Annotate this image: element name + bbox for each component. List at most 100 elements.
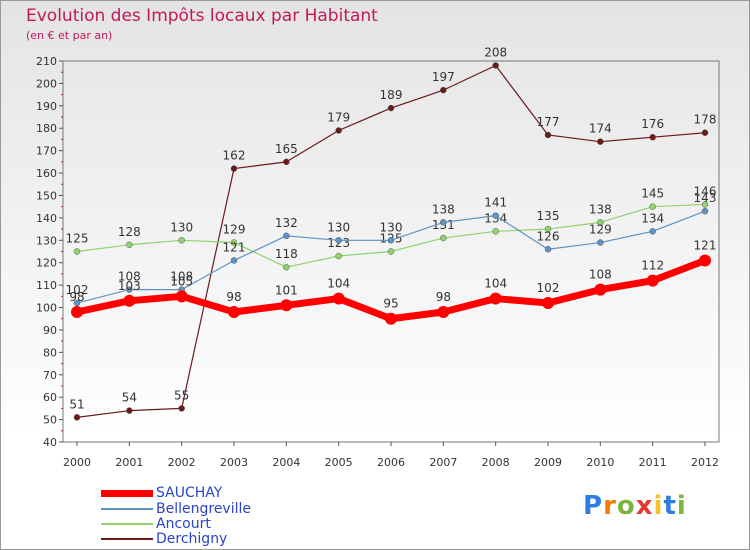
data-point-sauchay-2008 — [489, 292, 502, 305]
y-tick-label-70: 70 — [43, 369, 57, 382]
data-label-sauchay-2005: 104 — [327, 277, 350, 291]
data-point-ancourt-2000 — [73, 248, 81, 255]
data-label-bellengreville-2006: 130 — [380, 220, 403, 234]
data-point-ancourt-2010 — [597, 219, 604, 226]
y-tick-label-130: 130 — [36, 234, 57, 247]
x-tick-label-2005: 2005 — [325, 456, 353, 469]
data-label-ancourt-2001: 128 — [118, 225, 141, 239]
data-point-derchigny-2000 — [73, 414, 81, 421]
data-label-derchigny-2006: 189 — [380, 88, 403, 102]
x-tick-label-2006: 2006 — [377, 456, 405, 469]
data-label-sauchay-2004: 101 — [275, 283, 298, 297]
data-point-sauchay-2012 — [699, 254, 711, 267]
y-tick-label-210: 210 — [36, 55, 57, 68]
data-point-bellengreville-2005 — [335, 237, 342, 244]
x-tick-label-2002: 2002 — [168, 456, 196, 469]
x-tick-label-2009: 2009 — [534, 456, 562, 469]
y-tick-label-200: 200 — [36, 77, 57, 90]
brand-letter: P — [583, 491, 604, 521]
y-tick-label-170: 170 — [36, 145, 57, 158]
data-point-sauchay-2011 — [646, 274, 659, 287]
brand-letter: i — [676, 491, 687, 521]
data-point-ancourt-2012 — [701, 201, 709, 208]
data-point-sauchay-2009 — [542, 297, 554, 310]
brand-letter: t — [663, 491, 677, 521]
data-point-bellengreville-2007 — [440, 219, 447, 226]
data-point-ancourt-2004 — [283, 263, 290, 271]
data-point-sauchay-2006 — [385, 312, 397, 325]
data-label-bellengreville-2004: 132 — [275, 216, 298, 230]
data-label-bellengreville-2011: 134 — [641, 211, 664, 225]
chart-subtitle: (en € et par an) — [26, 29, 113, 42]
data-label-bellengreville-2012: 143 — [694, 191, 717, 205]
data-point-ancourt-2007 — [440, 234, 447, 242]
data-label-ancourt-2002: 130 — [170, 220, 193, 234]
data-point-bellengreville-2006 — [387, 237, 395, 244]
data-point-ancourt-2001 — [126, 241, 133, 249]
legend-swatch-derchigny — [101, 538, 153, 540]
data-point-ancourt-2008 — [492, 228, 499, 235]
data-point-sauchay-2000 — [71, 306, 83, 319]
data-label-sauchay-2007: 98 — [436, 290, 451, 304]
data-label-derchigny-2009: 177 — [537, 115, 560, 129]
data-label-ancourt-2011: 145 — [641, 187, 664, 201]
data-label-ancourt-2004: 118 — [275, 247, 298, 261]
data-point-sauchay-2010 — [594, 283, 607, 296]
data-point-derchigny-2012 — [701, 129, 709, 136]
data-point-ancourt-2011 — [649, 203, 656, 210]
data-label-derchigny-2005: 179 — [327, 110, 350, 124]
data-point-bellengreville-2012 — [701, 207, 709, 215]
data-label-derchigny-2001: 54 — [122, 391, 137, 405]
x-tick-label-2011: 2011 — [639, 456, 667, 469]
data-label-bellengreville-2005: 130 — [327, 220, 350, 234]
legend-label-sauchay: SAUCHAY — [156, 485, 223, 501]
data-label-sauchay-2011: 112 — [641, 259, 664, 273]
x-tick-label-2012: 2012 — [691, 456, 719, 469]
data-point-ancourt-2003 — [230, 239, 238, 246]
data-label-bellengreville-2003: 121 — [223, 240, 246, 254]
data-label-bellengreville-2002: 108 — [170, 270, 193, 284]
data-label-bellengreville-2008: 141 — [484, 196, 507, 210]
data-label-sauchay-2009: 102 — [537, 281, 560, 295]
x-tick-label-2007: 2007 — [429, 456, 457, 469]
data-label-bellengreville-2009: 126 — [537, 229, 560, 243]
data-point-ancourt-2009 — [544, 225, 552, 233]
data-point-derchigny-2005 — [335, 127, 342, 134]
data-point-derchigny-2011 — [649, 133, 656, 141]
data-label-bellengreville-2001: 108 — [118, 270, 141, 284]
data-point-sauchay-2002 — [175, 290, 188, 303]
legend-label-derchigny: Derchigny — [156, 531, 228, 547]
data-point-derchigny-2008 — [492, 62, 499, 69]
data-point-bellengreville-2011 — [649, 228, 656, 235]
data-label-sauchay-2002: 105 — [170, 274, 193, 288]
legend-item-bellengreville[interactable]: Bellengreville — [101, 501, 251, 517]
data-label-bellengreville-2010: 129 — [589, 223, 612, 237]
legend-label-ancourt: Ancourt — [156, 516, 211, 532]
y-tick-label-40: 40 — [43, 436, 57, 449]
data-label-ancourt-2012: 146 — [694, 184, 717, 198]
y-tick-label-80: 80 — [43, 346, 57, 359]
data-point-derchigny-2010 — [597, 138, 604, 145]
x-tick-label-2010: 2010 — [586, 456, 614, 469]
y-tick-label-60: 60 — [43, 391, 57, 404]
data-point-bellengreville-2009 — [544, 246, 552, 253]
legend-item-ancourt[interactable]: Ancourt — [101, 516, 211, 532]
data-label-ancourt-2009: 135 — [537, 209, 560, 223]
data-point-sauchay-2007 — [437, 306, 450, 319]
data-label-ancourt-2010: 138 — [589, 202, 612, 216]
chart-title: Evolution des Impôts locaux par Habitant — [26, 6, 378, 26]
data-point-bellengreville-2008 — [492, 212, 499, 219]
data-point-sauchay-2004 — [280, 299, 293, 312]
data-point-ancourt-2002 — [178, 237, 185, 244]
data-label-sauchay-2000: 98 — [69, 290, 84, 304]
data-label-ancourt-2000: 125 — [66, 232, 89, 246]
data-point-bellengreville-2004 — [283, 232, 290, 240]
data-point-bellengreville-2003 — [230, 257, 238, 264]
legend-item-sauchay[interactable]: SAUCHAY — [101, 485, 222, 501]
legend-item-derchigny[interactable]: Derchigny — [101, 531, 227, 547]
data-point-derchigny-2009 — [544, 131, 552, 139]
brand-letter: o — [616, 491, 636, 521]
axes: 40 50 60 70 80 90 100 110 120 130 140 150 160 170 180 1… — [36, 55, 720, 469]
